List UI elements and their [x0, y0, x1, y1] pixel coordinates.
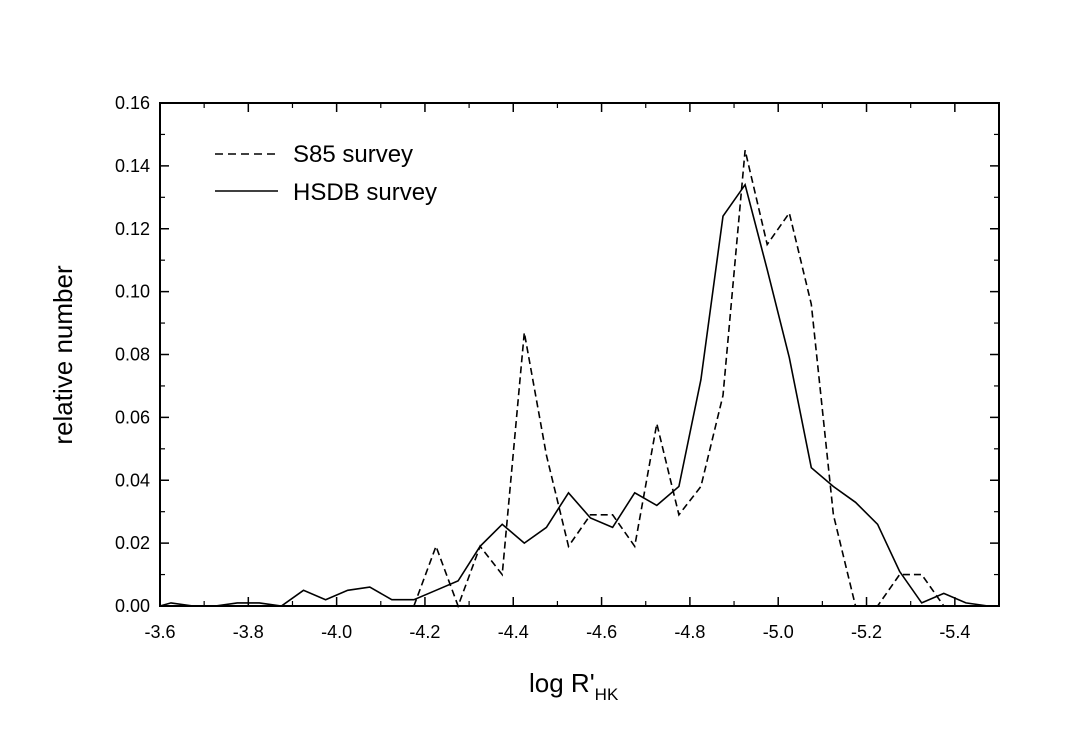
legend-label-hsdb: HSDB survey — [293, 179, 437, 206]
x-tick-label: -3.8 — [233, 622, 264, 642]
x-tick-label: -4.2 — [409, 622, 440, 642]
y-tick-label: 0.16 — [115, 93, 150, 113]
y-tick-label: 0.10 — [115, 282, 150, 302]
x-axis-title: log R'HK — [529, 668, 619, 704]
x-tick-label: -5.4 — [939, 622, 970, 642]
legend-label-s85: S85 survey — [293, 141, 413, 168]
y-tick-label: 0.14 — [115, 156, 150, 176]
series-line-hsdb — [159, 182, 989, 607]
x-axis-title-subscript: HK — [595, 685, 619, 704]
series-layer — [159, 150, 989, 609]
y-tick-label: 0.00 — [115, 596, 150, 616]
y-tick-label: 0.04 — [115, 470, 150, 490]
series-line-s85 — [413, 150, 945, 609]
x-tick-label: -5.0 — [763, 622, 794, 642]
y-tick-label: 0.06 — [115, 407, 150, 427]
x-tick-label: -4.4 — [498, 622, 529, 642]
x-tick-label: -4.8 — [674, 622, 705, 642]
axis-ticks — [159, 102, 999, 607]
y-axis-title: relative number — [48, 265, 78, 445]
tick-labels: -3.6 -3.8 -4.0 -4.2 -4.4 -4.6 -4.8 -5.0 -5.2 -5.4… — [115, 93, 970, 642]
legend: S85 survey HSDB survey — [215, 141, 437, 206]
x-tick-label: -4.0 — [321, 622, 352, 642]
x-axis-title-main: log R' — [529, 668, 595, 698]
y-tick-label: 0.02 — [115, 533, 150, 553]
y-tick-label: 0.12 — [115, 219, 150, 239]
y-tick-label: 0.08 — [115, 345, 150, 365]
x-tick-label: -4.6 — [586, 622, 617, 642]
x-tick-label: -5.2 — [851, 622, 882, 642]
x-tick-label: -3.6 — [144, 622, 175, 642]
